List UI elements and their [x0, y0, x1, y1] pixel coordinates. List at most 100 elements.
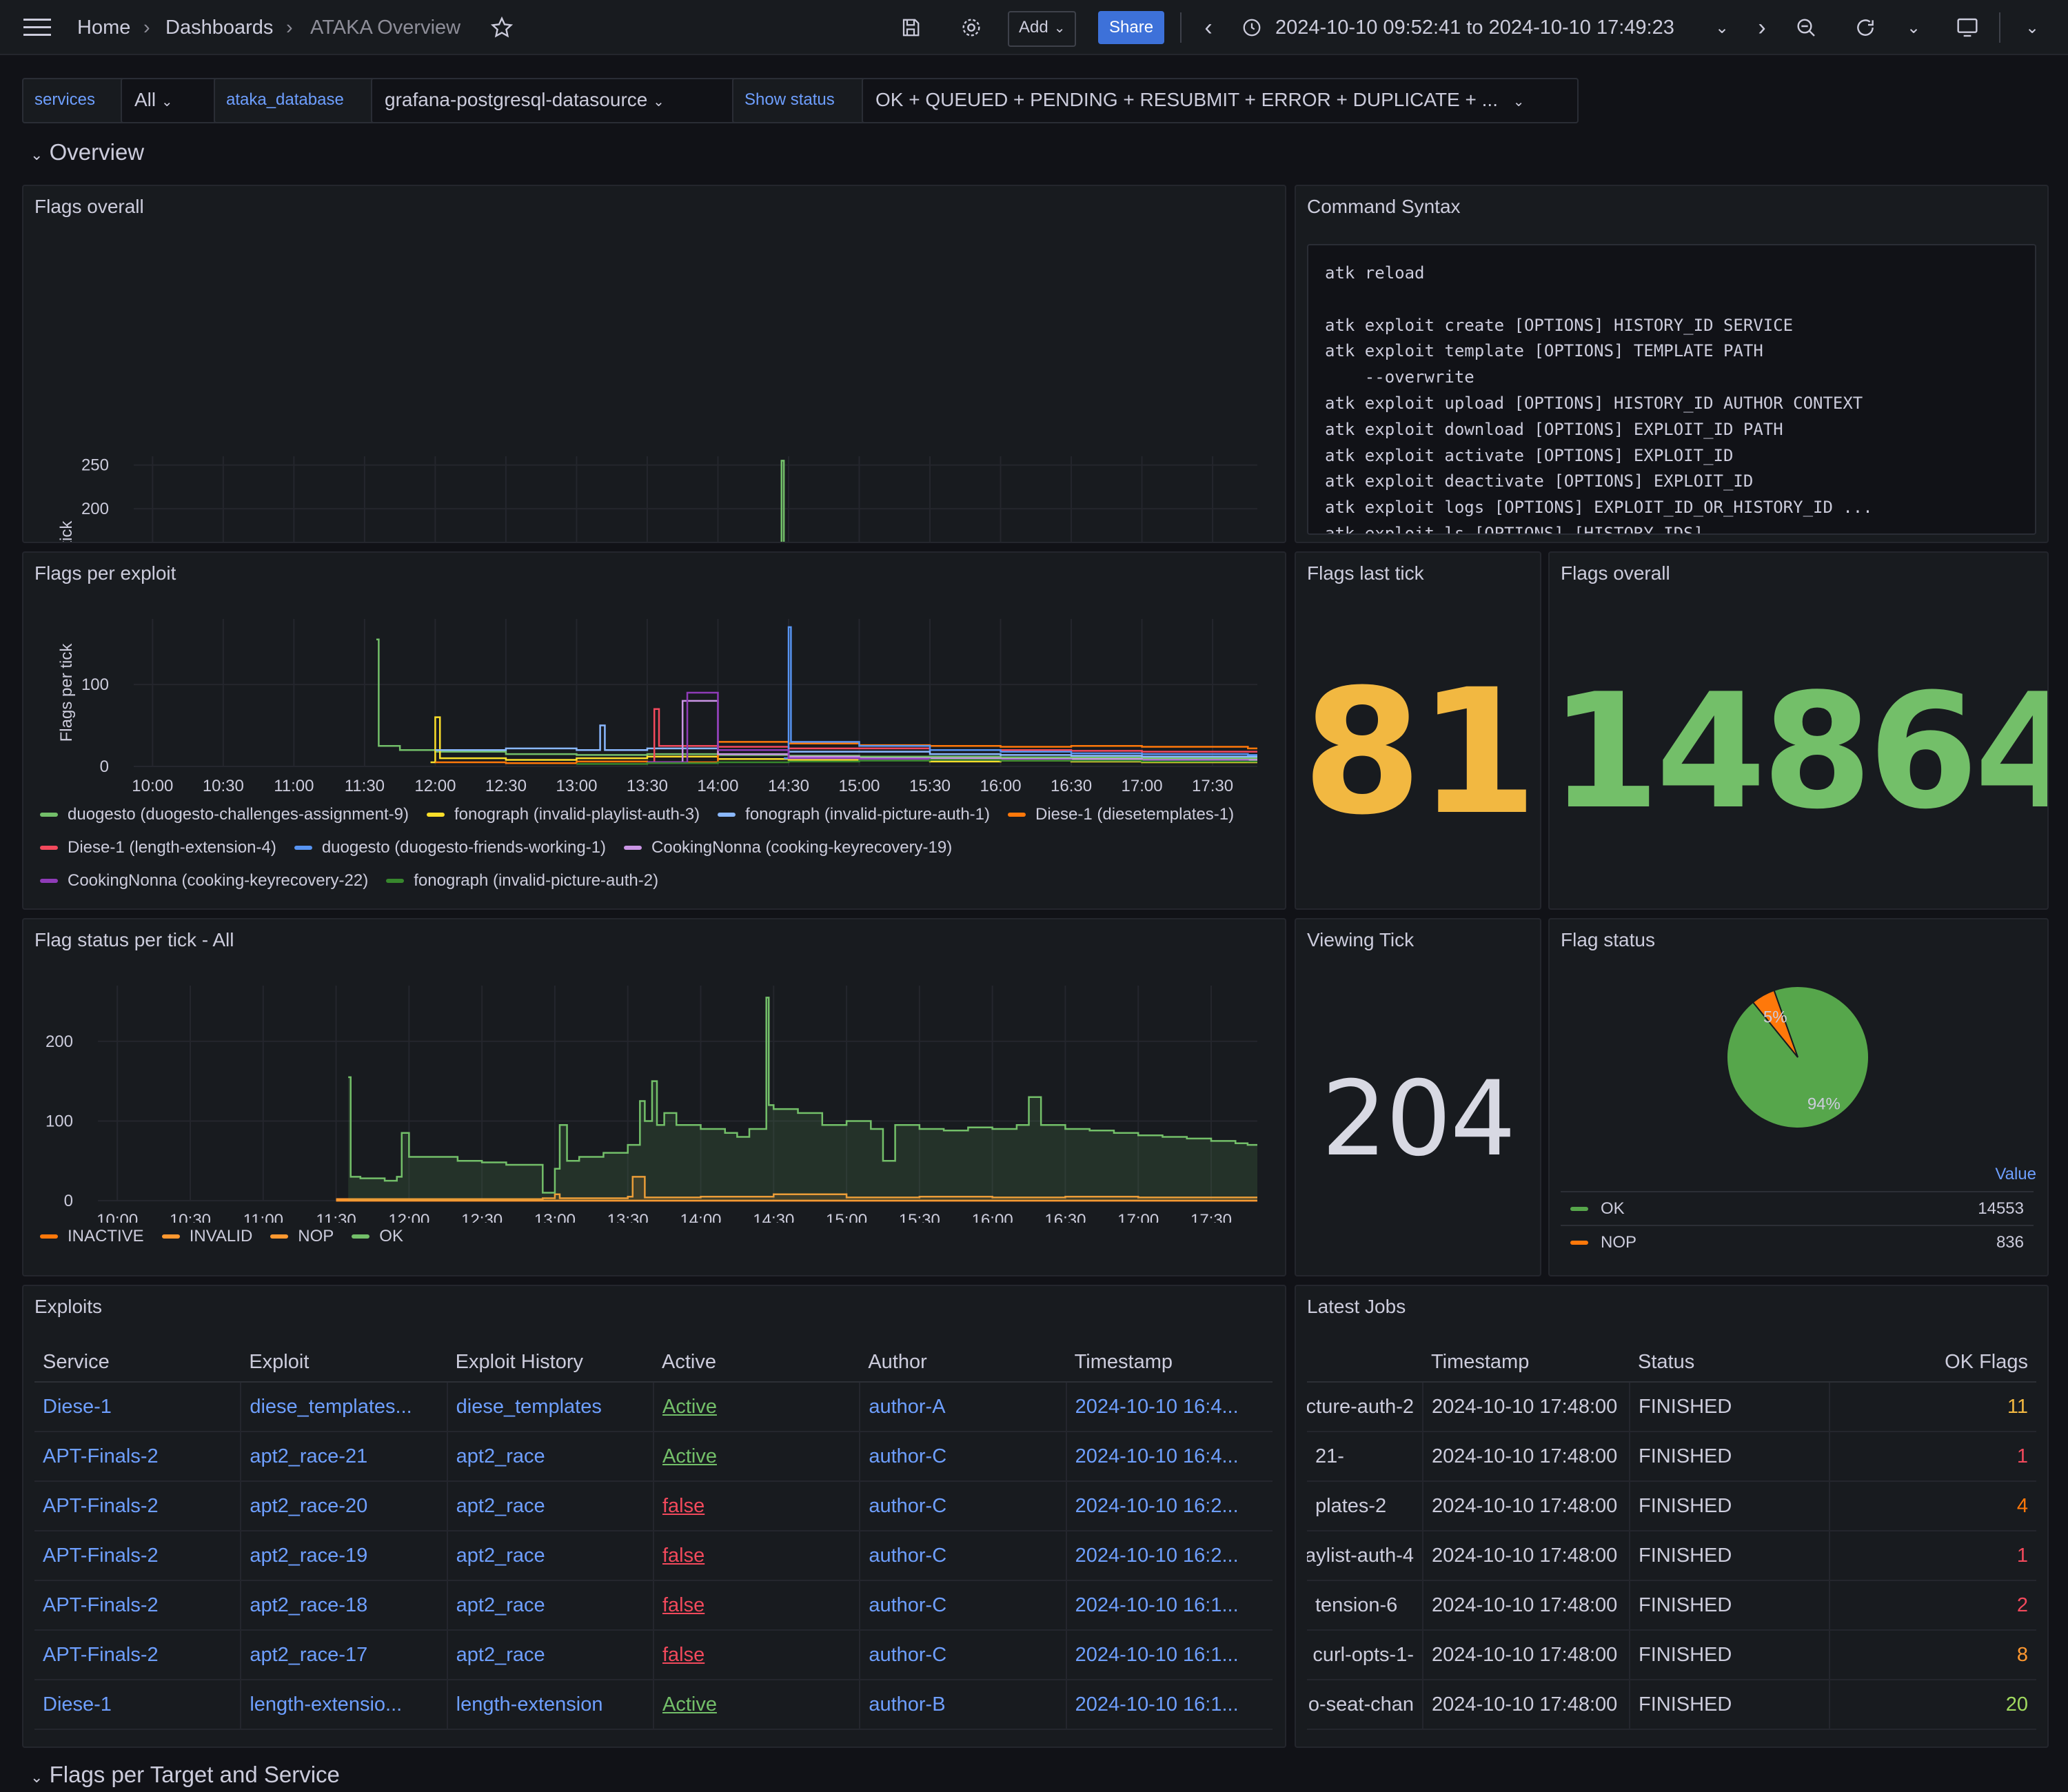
legend-label: fonograph (invalid-picture-auth-2)	[414, 871, 659, 890]
table-row: aylist-auth-4 2024-10-10 17:48:00 FINISHED…	[1307, 1531, 2036, 1581]
legend-item[interactable]: NOP	[270, 1220, 334, 1253]
chevron-down-icon: ⌄	[30, 146, 43, 163]
row-header-flags-per-target[interactable]: ⌄ Flags per Target and Service	[30, 1762, 340, 1788]
legend-item[interactable]: INACTIVE	[40, 1220, 144, 1253]
exploit-history-link[interactable]: length-extension	[447, 1680, 654, 1730]
exploit-history-link[interactable]: apt2_race	[447, 1531, 654, 1581]
chevron-down-icon[interactable]: ⌄	[1906, 18, 1921, 37]
exploit-history-link[interactable]: diese_templates	[447, 1382, 654, 1432]
column-header[interactable]: Author	[860, 1343, 1066, 1383]
breadcrumb-home[interactable]: Home	[77, 17, 131, 39]
column-header[interactable]: Exploit History	[447, 1343, 653, 1383]
chevron-down-icon[interactable]: ⌄	[1714, 18, 1730, 37]
row-header-overview[interactable]: ⌄ Overview	[30, 139, 144, 165]
pie-legend-row[interactable]: NOP 836	[1561, 1225, 2034, 1259]
variable-select-database[interactable]: grafana-postgresql-datasource ⌄	[371, 78, 738, 123]
refresh-icon[interactable]	[1847, 10, 1883, 45]
author-link[interactable]: author-C	[860, 1580, 1067, 1631]
legend-item[interactable]: duogesto (duogesto-friends-working-1)	[294, 831, 606, 864]
author-link[interactable]: author-C	[860, 1481, 1067, 1531]
star-icon[interactable]	[484, 10, 520, 45]
series-line	[576, 759, 1257, 765]
timestamp-link[interactable]: 2024-10-10 16:2...	[1066, 1531, 1273, 1581]
exploit-link[interactable]: diese_templates...	[241, 1382, 448, 1432]
save-icon[interactable]	[893, 10, 929, 45]
variable-select-show-status[interactable]: OK + QUEUED + PENDING + RESUBMIT + ERROR…	[862, 78, 1579, 123]
y-axis-label: Flags per tick	[57, 643, 76, 742]
variable-select-services[interactable]: grafana-postgresql-datasourceAll ⌄	[121, 78, 218, 123]
column-header[interactable]: Service	[34, 1343, 241, 1383]
legend-item[interactable]: OK	[352, 1220, 403, 1253]
service-link[interactable]: APT-Finals-2	[34, 1432, 242, 1482]
pie-slice[interactable]	[1752, 989, 1798, 1058]
time-back-icon[interactable]: ‹	[1204, 14, 1213, 41]
job-status: FINISHED	[1630, 1382, 1830, 1432]
timestamp-link[interactable]: 2024-10-10 16:2...	[1066, 1481, 1273, 1531]
service-link[interactable]: APT-Finals-2	[34, 1580, 242, 1631]
service-link[interactable]: APT-Finals-2	[34, 1531, 242, 1581]
legend-item[interactable]: CookingNonna (cooking-keyrecovery-19)	[624, 831, 952, 864]
exploit-history-link[interactable]: apt2_race	[447, 1481, 654, 1531]
exploit-history-link[interactable]: apt2_race	[447, 1580, 654, 1631]
column-header[interactable]	[1307, 1343, 1423, 1383]
exploit-link[interactable]: apt2_race-19	[241, 1531, 448, 1581]
exploit-link[interactable]: apt2_race-20	[241, 1481, 448, 1531]
active-status[interactable]: Active	[653, 1382, 861, 1432]
active-status[interactable]: false	[653, 1580, 861, 1631]
breadcrumb-dashboards[interactable]: Dashboards	[165, 17, 274, 39]
legend-item[interactable]: CookingNonna (cooking-keyrecovery-22)	[40, 864, 368, 897]
exploit-history-link[interactable]: apt2_race	[447, 1630, 654, 1680]
legend-item[interactable]: duogesto (duogesto-challenges-assignment…	[40, 798, 409, 831]
time-range-picker[interactable]: 2024-10-10 09:52:41 to 2024-10-10 17:49:…	[1275, 17, 1674, 39]
column-header[interactable]: OK Flags	[1829, 1343, 2036, 1383]
active-status[interactable]: false	[653, 1531, 861, 1581]
timestamp-link[interactable]: 2024-10-10 16:4...	[1066, 1382, 1273, 1432]
menu-icon[interactable]	[19, 10, 55, 45]
legend-item[interactable]: INVALID	[161, 1220, 252, 1253]
column-header[interactable]: Timestamp	[1423, 1343, 1630, 1383]
author-link[interactable]: author-B	[860, 1680, 1067, 1730]
legend-item[interactable]: fonograph (invalid-playlist-auth-3)	[426, 798, 700, 831]
column-header[interactable]: Exploit	[241, 1343, 447, 1383]
column-header[interactable]: Active	[653, 1343, 860, 1383]
exploit-history-link[interactable]: apt2_race	[447, 1432, 654, 1482]
author-link[interactable]: author-A	[860, 1382, 1067, 1432]
service-link[interactable]: Diese-1	[34, 1382, 242, 1432]
timestamp-link[interactable]: 2024-10-10 16:1...	[1066, 1580, 1273, 1631]
chevron-down-icon[interactable]: ⌄	[2025, 18, 2040, 37]
add-button[interactable]: Add ⌄	[1008, 11, 1077, 47]
active-status[interactable]: Active	[653, 1432, 861, 1482]
author-link[interactable]: author-C	[860, 1630, 1067, 1680]
share-button[interactable]: Share	[1098, 11, 1165, 44]
column-header[interactable]: Timestamp	[1066, 1343, 1273, 1383]
time-forward-icon[interactable]: ›	[1758, 14, 1766, 41]
service-link[interactable]: APT-Finals-2	[34, 1481, 242, 1531]
column-header[interactable]: Status	[1630, 1343, 1829, 1383]
service-link[interactable]: Diese-1	[34, 1680, 242, 1730]
legend-item[interactable]: Diese-1 (length-extension-4)	[40, 831, 276, 864]
table-row: Diese-1 diese_templates... diese_templates…	[34, 1382, 1273, 1432]
exploit-link[interactable]: length-extensio...	[241, 1680, 448, 1730]
active-status[interactable]: Active	[653, 1680, 861, 1730]
author-link[interactable]: author-C	[860, 1432, 1067, 1482]
zoom-out-icon[interactable]	[1788, 10, 1824, 45]
timestamp-link[interactable]: 2024-10-10 16:1...	[1066, 1630, 1273, 1680]
legend-item[interactable]: Diese-1 (diesetemplates-1)	[1008, 798, 1234, 831]
settings-gear-icon[interactable]	[953, 10, 989, 45]
author-link[interactable]: author-C	[860, 1531, 1067, 1581]
exploit-link[interactable]: apt2_race-21	[241, 1432, 448, 1482]
legend-value-header[interactable]: Value	[1995, 1165, 2036, 1183]
tv-mode-icon[interactable]	[1949, 10, 1985, 45]
active-status[interactable]: false	[653, 1630, 861, 1680]
legend-item[interactable]: fonograph (invalid-picture-auth-1)	[718, 798, 990, 831]
exploit-link[interactable]: apt2_race-18	[241, 1580, 448, 1631]
active-status[interactable]: false	[653, 1481, 861, 1531]
timestamp-link[interactable]: 2024-10-10 16:1...	[1066, 1680, 1273, 1730]
legend-item[interactable]: fonograph (invalid-picture-auth-2)	[386, 864, 658, 897]
job-timestamp: 2024-10-10 17:48:00	[1423, 1580, 1630, 1631]
timestamp-link[interactable]: 2024-10-10 16:4...	[1066, 1432, 1273, 1482]
pie-legend-row[interactable]: OK 14553	[1561, 1191, 2034, 1225]
job-status: FINISHED	[1630, 1680, 1830, 1730]
service-link[interactable]: APT-Finals-2	[34, 1630, 242, 1680]
exploit-link[interactable]: apt2_race-17	[241, 1630, 448, 1680]
